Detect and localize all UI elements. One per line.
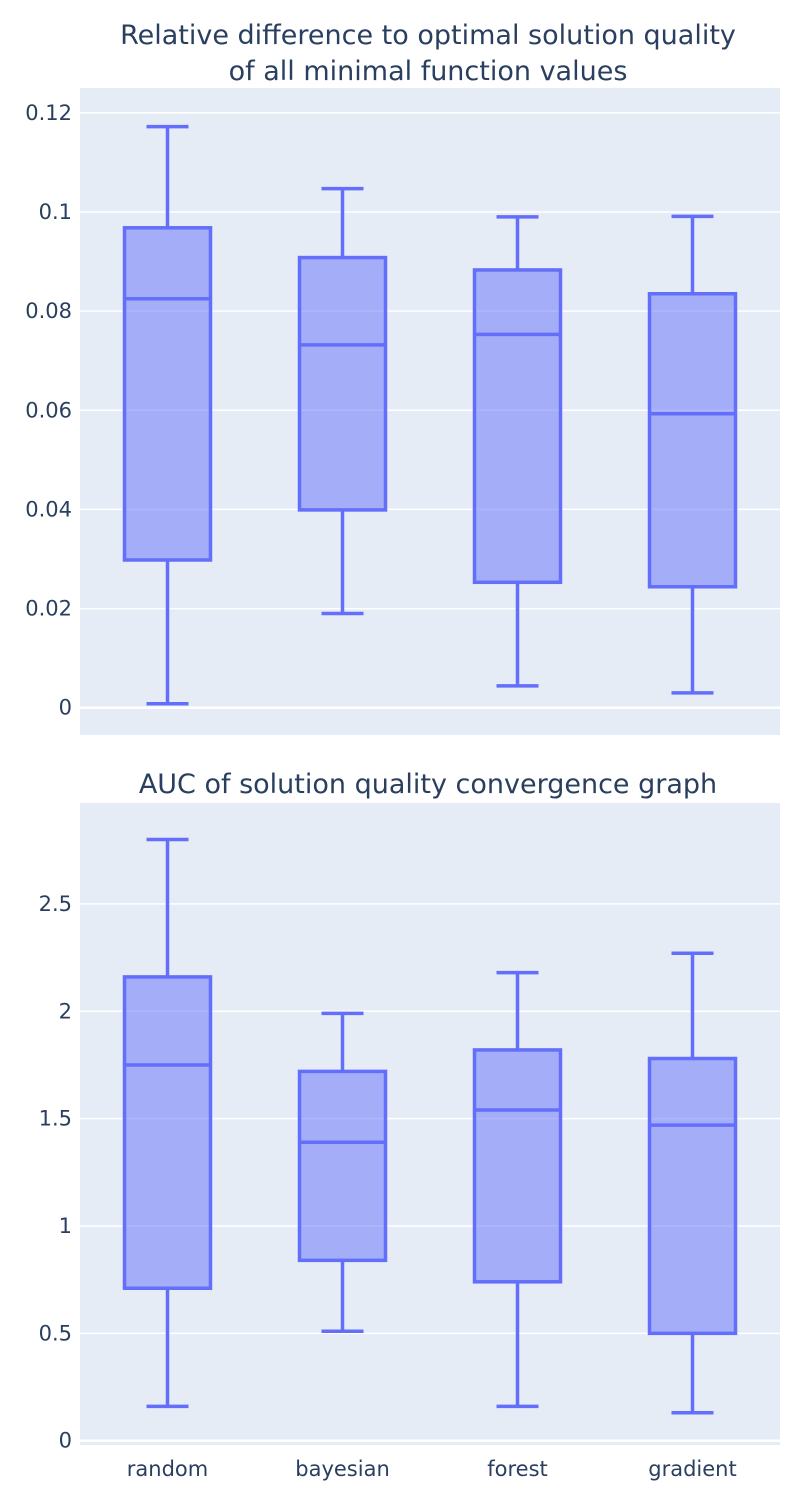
x-tick-label: gradient bbox=[648, 1457, 736, 1481]
iqr-box bbox=[122, 226, 213, 562]
box-random bbox=[122, 124, 213, 706]
y-tick-label: 0.12 bbox=[25, 101, 72, 125]
x-tick-label: bayesian bbox=[295, 1457, 390, 1481]
iqr-box bbox=[297, 1069, 388, 1263]
chart-title: Relative difference to optimal solution … bbox=[120, 20, 736, 51]
y-tick-label: 1 bbox=[59, 1214, 72, 1238]
iqr-box bbox=[472, 268, 563, 585]
box-random bbox=[122, 837, 213, 1409]
chart-title: AUC of solution quality convergence grap… bbox=[139, 769, 717, 800]
y-tick-label: 0.1 bbox=[39, 200, 72, 224]
box-gradient bbox=[647, 214, 738, 695]
box-bayesian bbox=[297, 1011, 388, 1333]
y-tick-label: 0.08 bbox=[25, 299, 72, 323]
y-tick-label: 0 bbox=[59, 1429, 72, 1453]
iqr-box bbox=[122, 975, 213, 1291]
y-tick-label: 2.5 bbox=[39, 892, 72, 916]
iqr-box bbox=[647, 1056, 738, 1336]
chart-title: of all minimal function values bbox=[229, 56, 628, 87]
box-forest bbox=[472, 970, 563, 1409]
iqr-box bbox=[647, 292, 738, 589]
box-forest bbox=[472, 215, 563, 688]
y-tick-label: 0.5 bbox=[39, 1321, 72, 1345]
y-tick-label: 0 bbox=[59, 696, 72, 720]
iqr-box bbox=[297, 255, 388, 512]
x-tick-label: random bbox=[127, 1457, 208, 1481]
box-gradient bbox=[647, 951, 738, 1415]
box-bayesian bbox=[297, 186, 388, 616]
y-tick-label: 0.06 bbox=[25, 398, 72, 422]
chart-panel-2: 0 0.5 1 1.5 2 2.5 AUC of solution quality conv… bbox=[39, 769, 780, 1481]
x-tick-label: forest bbox=[487, 1457, 548, 1481]
y-tick-label: 2 bbox=[59, 999, 72, 1023]
chart-panel-1: 0 0.02 0.04 0.06 0.08 0.1 0.12 Relative differe… bbox=[25, 20, 780, 735]
y-tick-label: 0.04 bbox=[25, 497, 72, 521]
iqr-box bbox=[472, 1048, 563, 1284]
y-tick-label: 0.02 bbox=[25, 597, 72, 621]
y-tick-label: 1.5 bbox=[39, 1107, 72, 1131]
